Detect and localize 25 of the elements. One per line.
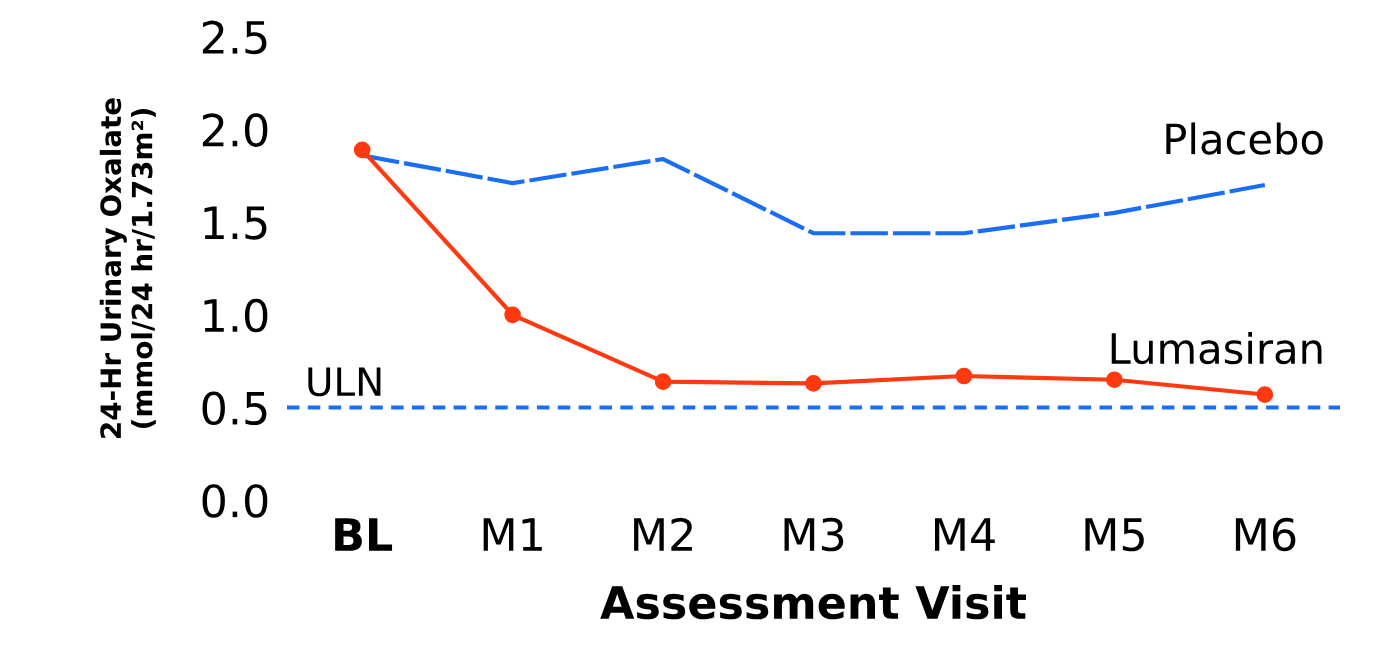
- y-tick-label: 2.5: [202, 20, 267, 55]
- x-axis-title: Assessment Visit: [600, 584, 1026, 620]
- ref-line-label: ULN: [308, 367, 381, 397]
- series-label: Placebo: [1166, 122, 1323, 155]
- x-tick-label: M2: [634, 517, 692, 551]
- x-tick-label: M6: [1235, 517, 1296, 552]
- x-tick-label: BL: [335, 518, 393, 551]
- point: [353, 141, 371, 159]
- point: [504, 306, 521, 324]
- y-tick-label: 0.5: [202, 391, 267, 426]
- x-tick-label: M4: [934, 518, 995, 551]
- y-axis-title: 24-Hr Urinary Oxalate (mmol/24 hr/1.73m²): [99, 98, 156, 438]
- point: [805, 375, 822, 392]
- point: [654, 373, 672, 390]
- y-tick-label: 0.0: [202, 484, 268, 518]
- series-label: Lumasiran: [1111, 331, 1322, 365]
- point: [1106, 371, 1123, 389]
- y-tick-label: 1.5: [204, 206, 267, 240]
- y-tick-label: 2.0: [202, 113, 268, 147]
- x-tick-label: M3: [784, 517, 844, 552]
- x-tick-label: M1: [483, 518, 542, 551]
- point: [1256, 386, 1274, 403]
- x-tick-label: M5: [1085, 518, 1144, 552]
- point: [955, 367, 973, 385]
- y-tick-label: 1.0: [204, 298, 268, 333]
